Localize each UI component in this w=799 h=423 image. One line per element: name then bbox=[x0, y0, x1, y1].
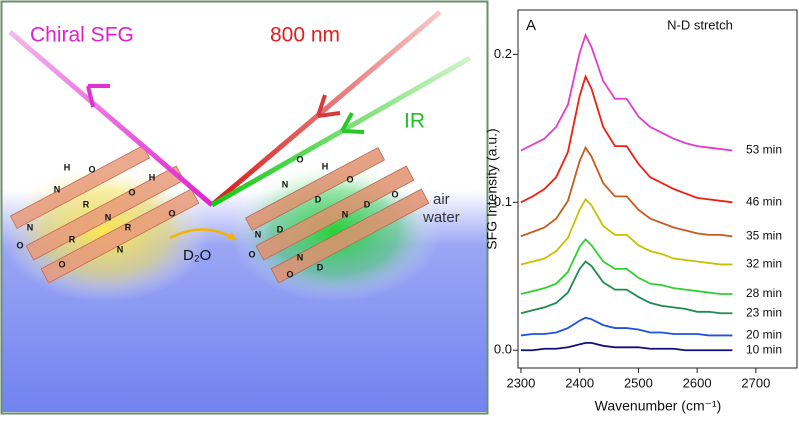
atom-label: N bbox=[342, 209, 349, 219]
sfg-arrow bbox=[86, 84, 110, 108]
y-tick-label: 0.1 bbox=[494, 194, 512, 209]
spectrum-line bbox=[520, 74, 733, 204]
atom-label: D bbox=[317, 262, 324, 272]
x-tick-label: 2700 bbox=[741, 375, 770, 390]
atom-label: N bbox=[255, 229, 262, 239]
spectrum-line bbox=[520, 237, 733, 295]
diagram-panel: Chiral SFG 800 nm IR air water D₂O H ONRO… bbox=[0, 0, 489, 415]
water-label: water bbox=[422, 209, 460, 226]
series-label: 46 min bbox=[746, 194, 782, 208]
atom-label: O bbox=[346, 174, 353, 184]
ir-label: IR bbox=[404, 110, 425, 133]
atom-label: O bbox=[58, 259, 65, 269]
atom-label: N bbox=[105, 212, 112, 222]
atom-label: D bbox=[364, 199, 371, 209]
sfg-beam bbox=[8, 30, 214, 207]
atom-label: H bbox=[322, 161, 329, 171]
atom-label: N bbox=[297, 252, 304, 262]
atom-label: N bbox=[282, 179, 289, 189]
visible-arrow bbox=[316, 94, 341, 118]
atom-label: H bbox=[149, 172, 156, 182]
atom-label: O bbox=[286, 269, 293, 279]
spectrum-line bbox=[520, 145, 733, 238]
series-label: 53 min bbox=[746, 143, 782, 157]
visible-label: 800 nm bbox=[270, 24, 340, 47]
atom-label: O bbox=[128, 187, 135, 197]
atom-label: H bbox=[64, 162, 71, 172]
spectrum-line bbox=[520, 32, 733, 152]
series-label: 10 min bbox=[746, 342, 782, 356]
x-tick-label: 2300 bbox=[506, 375, 535, 390]
plot-frame bbox=[517, 9, 798, 369]
ir-arrow bbox=[340, 112, 365, 134]
right-strands bbox=[244, 147, 430, 284]
atom-label: D bbox=[315, 194, 322, 204]
visible-beam bbox=[210, 10, 442, 207]
atom-label: O bbox=[296, 154, 303, 164]
x-tick-label: 2600 bbox=[683, 375, 712, 390]
exchange-label: D₂O bbox=[183, 247, 211, 264]
atom-label: N bbox=[27, 222, 34, 232]
atom-label: R bbox=[125, 222, 132, 232]
series-label: 23 min bbox=[746, 305, 782, 319]
atom-label: O bbox=[248, 249, 255, 259]
exchange-arrowhead bbox=[227, 232, 236, 240]
left-strands bbox=[9, 145, 200, 284]
atom-label: R bbox=[83, 199, 90, 209]
series-label: 20 min bbox=[746, 328, 782, 342]
atom-label: N bbox=[54, 184, 61, 194]
atom-label: R bbox=[69, 234, 76, 244]
series-label: 35 min bbox=[746, 229, 782, 243]
atom-label: N bbox=[117, 244, 124, 254]
atom-label: O bbox=[88, 164, 95, 174]
atom-label: O bbox=[391, 189, 398, 199]
ir-beam bbox=[210, 55, 472, 208]
chart-subtitle: N-D stretch bbox=[667, 17, 733, 32]
y-tick-label: 0.2 bbox=[494, 46, 512, 61]
spectrum-line bbox=[520, 316, 733, 337]
spectrum-line bbox=[520, 260, 733, 315]
sfg-label: Chiral SFG bbox=[30, 24, 134, 47]
x-axis-label: Wavenumber (cm⁻¹) bbox=[595, 398, 722, 414]
chart: A N-D stretch Wavenumber (cm⁻¹) SFG Inte… bbox=[484, 9, 798, 414]
atom-label: O bbox=[168, 208, 175, 218]
x-tick-label: 2400 bbox=[565, 375, 594, 390]
x-tick-label: 2500 bbox=[624, 375, 653, 390]
atom-label: O bbox=[16, 240, 23, 250]
y-axis-label: SFG Intensity (a.u.) bbox=[484, 128, 500, 249]
atom-label: D bbox=[277, 224, 284, 234]
series-label: 32 min bbox=[746, 257, 782, 271]
air-label: air bbox=[433, 191, 450, 208]
panel-letter: A bbox=[526, 17, 536, 34]
y-tick-label: 0.0 bbox=[494, 342, 512, 357]
series-label: 28 min bbox=[746, 286, 782, 300]
spectrum-line bbox=[520, 197, 733, 266]
spectrum-line bbox=[520, 341, 733, 352]
